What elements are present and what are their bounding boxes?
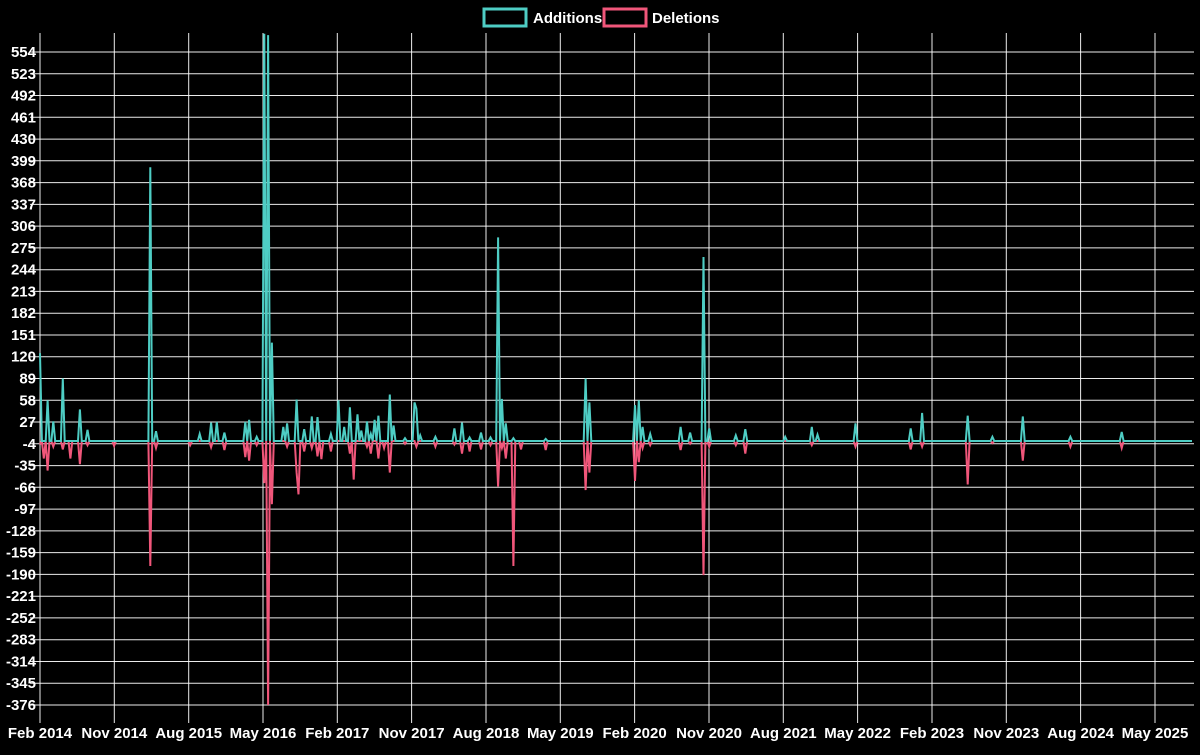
y-tick-label: -128 [6,523,36,540]
y-tick-label: 244 [11,262,37,279]
chart-legend: Additions Deletions [482,7,720,28]
y-tick-label: 89 [19,371,36,388]
y-tick-label: -190 [6,566,36,583]
y-tick-label: -376 [6,697,36,714]
y-tick-label: -35 [14,458,36,475]
x-tick-label: Aug 2015 [155,725,222,742]
y-tick-label: 337 [11,196,36,213]
y-tick-label: -252 [6,610,36,627]
x-tick-label: Nov 2014 [81,725,148,742]
additions-swatch-icon [482,7,528,28]
y-tick-label: -97 [14,501,36,518]
x-tick-label: May 2016 [230,725,297,742]
y-tick-label: -4 [23,436,37,453]
y-tick-label: 120 [11,349,36,366]
legend-item-additions[interactable]: Additions [482,7,602,28]
additions-line [39,33,1192,442]
x-tick-label: Aug 2024 [1047,725,1114,742]
y-tick-label: 306 [11,218,36,235]
x-tick-label: Feb 2023 [900,725,964,742]
x-tick-label: May 2019 [527,725,594,742]
y-tick-label: -283 [6,632,36,649]
y-tick-label: 399 [11,153,36,170]
x-tick-label: Feb 2020 [602,725,666,742]
x-tick-label: May 2025 [1122,725,1189,742]
legend-item-deletions[interactable]: Deletions [602,7,720,28]
y-tick-label: 368 [11,175,36,192]
x-tick-label: Aug 2018 [453,725,520,742]
x-tick-label: Feb 2014 [8,725,73,742]
x-tick-label: Feb 2017 [305,725,369,742]
y-tick-label: -345 [6,675,36,692]
y-tick-label: 430 [11,131,36,148]
y-tick-label: 461 [11,109,36,126]
deletions-swatch-icon [602,7,648,28]
y-tick-label: 182 [11,305,36,322]
x-tick-label: Nov 2020 [676,725,742,742]
legend-label-deletions: Deletions [652,10,720,27]
series-group [39,33,1192,706]
x-tick-label: Nov 2017 [379,725,445,742]
y-tick-label: 554 [11,44,37,61]
y-tick-label: -314 [6,654,37,671]
y-tick-label: -159 [6,545,36,562]
y-tick-label: 492 [11,88,36,105]
y-tick-label: 213 [11,283,36,300]
y-tick-label: 27 [19,414,36,431]
x-tick-label: May 2022 [824,725,891,742]
y-tick-label: 523 [11,66,36,83]
y-tick-label: 151 [11,327,36,344]
x-tick-label: Nov 2023 [973,725,1039,742]
x-axis: Feb 2014 Nov 2014 Aug 2015 May 2016 Feb 2017… [8,33,1188,742]
y-tick-label: -221 [6,588,36,605]
y-tick-label: -66 [14,479,36,496]
legend-label-additions: Additions [533,10,602,27]
y-tick-label: 275 [11,240,36,257]
y-axis: 554 523 492 461 430 399 368 337 306 275 244 213 182 1… [6,44,1194,714]
y-tick-label: 58 [19,392,36,409]
x-tick-label: Aug 2021 [750,725,817,742]
